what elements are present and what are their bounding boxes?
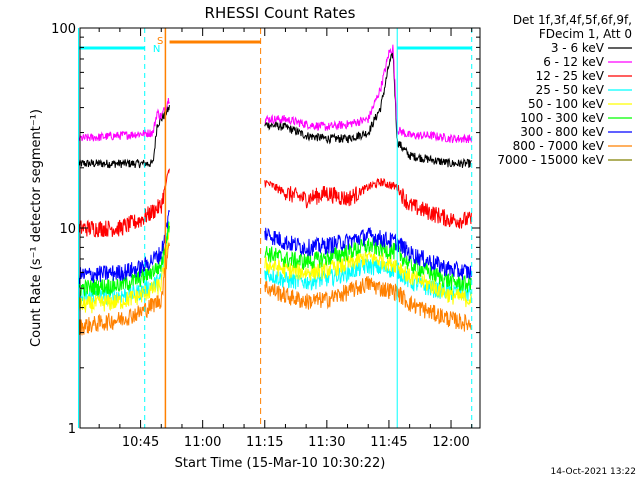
legend-label: 800 - 7000 keV (513, 139, 605, 153)
series-line-2 (78, 168, 472, 238)
legend-label: 50 - 100 keV (528, 97, 605, 111)
x-tick-label: 11:15 (246, 435, 283, 450)
legend-header-line-2: FDecim 1, Att 0 (539, 27, 632, 41)
legend-label: 25 - 50 keV (536, 83, 605, 97)
flag-label: N (153, 44, 160, 55)
series-line-7 (78, 242, 472, 336)
axes: 10:45 11:00 11:15 11:30 11:45 12:00 1 10 100 (51, 22, 481, 450)
legend-label: 300 - 800 keV (520, 125, 604, 139)
legend-label: 12 - 25 keV (536, 69, 605, 83)
legend-label: 6 - 12 keV (543, 55, 605, 69)
annotation-layer: SN (77, 28, 473, 428)
x-tick-label: 11:30 (308, 435, 345, 450)
series-line-5 (78, 221, 472, 297)
footer-date: 14-Oct-2021 13:22 (551, 467, 636, 477)
series-line-0 (78, 52, 472, 169)
series-line-1 (78, 44, 472, 144)
x-tick-label: 11:00 (184, 435, 221, 450)
legend-label: 3 - 6 keV (551, 41, 605, 55)
series-layer (78, 44, 472, 336)
x-tick-label: 11:45 (370, 435, 407, 450)
x-tick-label: 12:00 (432, 435, 469, 450)
chart-title: RHESSI Count Rates (205, 4, 356, 22)
legend-label: 7000 - 15000 keV (497, 153, 604, 167)
y-tick-label: 1 (68, 422, 76, 437)
y-tick-label: 100 (51, 22, 76, 37)
flag-label: S (157, 36, 163, 47)
y-tick-label: 10 (59, 222, 76, 237)
series-line-6 (78, 210, 472, 284)
legend-label: 100 - 300 keV (520, 111, 604, 125)
x-axis-label: Start Time (15-Mar-10 10:30:22) (175, 456, 386, 471)
legend: Det 1f,3f,4f,5f,6f,9f, FDecim 1, Att 0 3… (497, 13, 632, 167)
plot-frame (79, 27, 481, 429)
legend-header-line-1: Det 1f,3f,4f,5f,6f,9f, (513, 13, 632, 27)
x-tick-label: 10:45 (122, 435, 159, 450)
y-axis-label: Count Rate (s⁻¹ detector segment⁻¹) (29, 109, 44, 347)
series-line-4 (78, 222, 472, 314)
